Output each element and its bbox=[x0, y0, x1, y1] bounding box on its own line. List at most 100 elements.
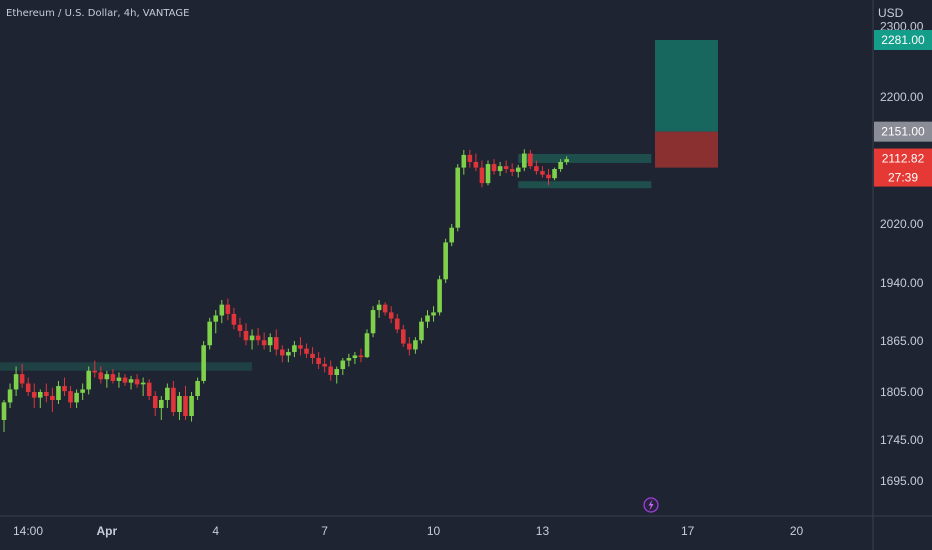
time-tick-label: 7 bbox=[321, 524, 328, 538]
candle bbox=[201, 341, 206, 384]
candle bbox=[177, 392, 182, 420]
candle bbox=[273, 329, 279, 356]
candle bbox=[165, 383, 170, 408]
candle bbox=[564, 156, 569, 165]
candle bbox=[237, 317, 243, 338]
candle bbox=[552, 167, 557, 181]
candle bbox=[7, 383, 13, 408]
candle bbox=[122, 374, 128, 387]
candle bbox=[443, 238, 448, 283]
candle bbox=[473, 153, 479, 172]
candle bbox=[56, 380, 61, 404]
candle bbox=[183, 386, 188, 420]
candle bbox=[80, 383, 85, 400]
candle bbox=[358, 348, 364, 363]
svg-text:2151.00: 2151.00 bbox=[881, 125, 925, 139]
candle bbox=[116, 372, 122, 388]
candle bbox=[38, 389, 43, 408]
candle bbox=[419, 317, 424, 344]
time-tick-label: 10 bbox=[427, 524, 441, 538]
candle bbox=[328, 360, 333, 381]
candle bbox=[407, 337, 412, 356]
candle bbox=[25, 377, 31, 396]
candle bbox=[134, 374, 140, 388]
support-zone bbox=[0, 362, 253, 371]
range-bottom-zone bbox=[518, 181, 652, 189]
candle bbox=[522, 149, 527, 172]
candle bbox=[401, 324, 406, 347]
candle bbox=[292, 341, 297, 358]
candle bbox=[388, 306, 394, 324]
candle bbox=[497, 161, 503, 177]
candle bbox=[304, 343, 309, 358]
candle bbox=[467, 149, 473, 168]
price-tick-label: 1865.00 bbox=[880, 334, 924, 348]
candle bbox=[449, 224, 454, 247]
target-price-badge: 2281.00 bbox=[874, 29, 932, 50]
candle bbox=[364, 329, 370, 358]
price-tick-label: 1940.00 bbox=[880, 276, 924, 290]
candle bbox=[431, 306, 436, 322]
candle bbox=[255, 327, 261, 346]
time-tick-label: 4 bbox=[212, 524, 219, 538]
candle bbox=[31, 383, 37, 408]
candle bbox=[207, 317, 212, 350]
svg-text:2281.00: 2281.00 bbox=[881, 33, 925, 47]
candle bbox=[1, 400, 7, 432]
candle bbox=[189, 392, 194, 422]
candle bbox=[86, 366, 91, 395]
candle bbox=[346, 353, 352, 367]
candle bbox=[546, 169, 551, 186]
price-tick-label: 2020.00 bbox=[880, 217, 924, 231]
candle bbox=[352, 352, 358, 364]
candle bbox=[461, 149, 467, 175]
countdown-label: 27:39 bbox=[888, 171, 918, 185]
candle bbox=[267, 333, 273, 353]
zones-layer bbox=[0, 39, 718, 371]
candle bbox=[146, 379, 152, 400]
candle bbox=[98, 366, 104, 384]
candle bbox=[540, 166, 545, 178]
candle bbox=[225, 298, 231, 321]
candle bbox=[425, 310, 430, 328]
candle bbox=[340, 358, 346, 375]
candle bbox=[370, 306, 376, 338]
candle bbox=[491, 159, 497, 175]
candle bbox=[92, 360, 98, 378]
candle bbox=[322, 357, 327, 373]
candle bbox=[104, 370, 110, 388]
candle bbox=[316, 352, 321, 370]
candles-layer bbox=[1, 149, 569, 432]
candle bbox=[44, 383, 49, 403]
time-axis[interactable]: 14:00Apr471013172024 bbox=[13, 524, 932, 538]
time-tick-label: 13 bbox=[536, 524, 550, 538]
price-axis[interactable]: 2300.002200.002020.001940.001865.001805.… bbox=[880, 20, 924, 488]
price-tick-label: 1745.00 bbox=[880, 433, 924, 447]
candle bbox=[286, 348, 291, 363]
candle bbox=[68, 386, 73, 408]
candle bbox=[558, 159, 563, 172]
candle bbox=[534, 160, 539, 175]
currency-label: USD bbox=[878, 6, 904, 20]
candle bbox=[19, 363, 25, 388]
lightning-icon[interactable] bbox=[643, 497, 659, 513]
candle bbox=[394, 313, 400, 334]
stop-price-badge: 2151.00 bbox=[874, 121, 932, 142]
candle bbox=[413, 337, 418, 354]
price-tick-label: 1805.00 bbox=[880, 385, 924, 399]
candle bbox=[13, 366, 19, 396]
candle bbox=[455, 164, 461, 232]
candle bbox=[479, 160, 485, 188]
range-top-zone bbox=[518, 153, 652, 163]
candle bbox=[310, 346, 315, 364]
candle bbox=[298, 337, 303, 356]
candle bbox=[243, 323, 249, 346]
candle bbox=[376, 300, 382, 318]
candle bbox=[50, 387, 55, 412]
time-tick-label: 14:00 bbox=[13, 524, 43, 538]
chart-title: Ethereum / U.S. Dollar, 4h, VANTAGE bbox=[6, 8, 190, 19]
last-price-badge: 2112.82 27:39 bbox=[874, 148, 932, 187]
candle bbox=[213, 310, 219, 334]
